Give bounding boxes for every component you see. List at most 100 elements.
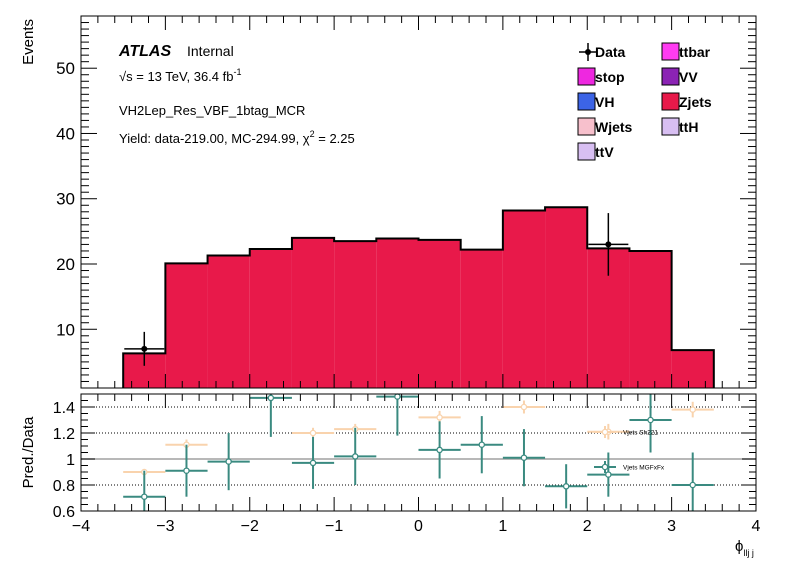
region-label: VH2Lep_Res_VBF_1btag_MCR: [119, 103, 305, 118]
stack-bar: [502, 210, 546, 388]
atlas-label: ATLAS: [118, 43, 171, 60]
ratio-point: [351, 453, 359, 460]
stack-bar: [629, 250, 672, 388]
main-y-axis-label: Events: [20, 19, 37, 65]
data-points: [124, 213, 629, 366]
x-axis-label: ϕllj j: [735, 538, 754, 558]
energy-label: √s = 13 TeV, 36.4 fb-1: [119, 67, 242, 84]
ratio-point: [141, 493, 148, 500]
stack-bar: [207, 255, 250, 388]
x-tick-label: −4: [72, 518, 90, 535]
ratio-reference-lines: [81, 406, 756, 486]
ratio-legend: Vjets Sh221 Vjets MGFxFx: [594, 426, 665, 473]
stack-bar: [249, 248, 292, 388]
stack-bar: [545, 207, 588, 388]
legend-label: ttV: [595, 144, 614, 160]
x-tick-label: 3: [667, 518, 676, 535]
yield-tail: = 2.25: [315, 131, 355, 146]
legend-swatch: [577, 92, 596, 111]
y-tick-label: 10: [56, 320, 75, 339]
legend-label: stop: [595, 69, 625, 85]
ratio-y-tick-label: 1.4: [53, 400, 75, 417]
stack-outline: [122, 206, 715, 388]
ratio-legend-label: Vjets MGFxFx: [623, 465, 665, 472]
chi2-superscript: 2: [310, 129, 315, 139]
ratio-point: [436, 414, 443, 421]
x-tick-label: −3: [156, 518, 174, 535]
ratio-point: [394, 393, 401, 400]
ratio-point: [562, 483, 570, 490]
legend-swatch: [661, 42, 680, 61]
stack-bar: [376, 238, 419, 388]
y-tick-label: 40: [56, 124, 75, 143]
ratio-point: [689, 406, 696, 413]
ratio-y-tick-label: 0.6: [53, 504, 75, 521]
legend-swatch: [577, 142, 596, 161]
ratio-point: [647, 416, 654, 424]
data-point: [605, 241, 612, 248]
data-point: [141, 345, 148, 352]
legend-label: Wjets: [595, 119, 633, 135]
ratio-legend-label: Vjets Sh221: [623, 430, 658, 437]
legend: Data ttbar stop VV VH Zjets Wjets ttH ttV: [577, 42, 712, 161]
stack-bar: [165, 263, 208, 388]
legend-swatch: [661, 92, 680, 111]
ratio-point: [520, 454, 528, 461]
legend-data-marker: [585, 49, 591, 55]
ratio-point: [309, 459, 317, 467]
legend-label: ttH: [679, 119, 698, 135]
energy-text: √s = 13 TeV, 36.4 fb: [119, 69, 233, 84]
stack-bar: [334, 241, 377, 388]
main-x-ticks: [80, 16, 757, 388]
ratio-point: [478, 441, 486, 448]
ratio-y-axis-label: Pred./Data: [20, 416, 37, 488]
x-axis-label-text: ϕ: [735, 538, 743, 555]
stack-bar: [291, 237, 335, 388]
stack-bar: [460, 249, 503, 388]
y-tick-label: 50: [56, 59, 75, 78]
ratio-point: [225, 458, 232, 465]
ratio-points: [123, 393, 714, 511]
ratio-y-tick-label: 1: [66, 452, 75, 469]
y-tick-label: 20: [56, 255, 75, 274]
legend-swatch: [661, 67, 680, 86]
ratio-y-axis: 0.6 0.8 1 1.2 1.4: [53, 393, 756, 521]
legend-label: ttbar: [679, 44, 711, 60]
yield-text: Yield: data-219.00, MC-294.99, χ: [119, 131, 310, 146]
ratio-panel-frame: [80, 393, 757, 512]
ratio-x-axis: −4 −3 −2 −1 0 1 2 3 4: [72, 394, 761, 535]
ratio-point: [520, 403, 528, 411]
internal-label: Internal: [187, 43, 234, 59]
x-tick-label: 2: [583, 518, 592, 535]
legend-label: VH: [595, 94, 614, 110]
ratio-y-tick-label: 0.8: [53, 478, 75, 495]
main-y-axis: 10 20 30 40 50: [56, 22, 756, 382]
ratio-legend-marker: [601, 463, 609, 471]
energy-superscript: -1: [233, 67, 241, 77]
y-tick-label: 30: [56, 190, 75, 209]
yield-label: Yield: data-219.00, MC-294.99, χ2 = 2.25: [119, 129, 355, 146]
x-tick-label: −2: [241, 518, 259, 535]
ratio-point: [183, 467, 190, 474]
ratio-point: [689, 481, 696, 489]
x-tick-label: −1: [325, 518, 343, 535]
ratio-point: [267, 394, 275, 402]
legend-swatch: [577, 67, 596, 86]
legend-label: Data: [595, 44, 626, 60]
ratio-legend-marker: [601, 428, 609, 436]
ratio-y-tick-label: 1.2: [53, 426, 75, 443]
legend-swatch: [661, 117, 680, 136]
x-tick-label: 1: [498, 518, 507, 535]
ratio-point: [309, 429, 317, 437]
x-tick-label: 0: [414, 518, 423, 535]
legend-label: VV: [679, 69, 698, 85]
ratio-point: [436, 446, 443, 454]
legend-label: Zjets: [679, 94, 712, 110]
ratio-point: [605, 471, 612, 478]
x-tick-label: 4: [752, 518, 761, 535]
stack-bar: [418, 239, 461, 388]
x-axis-label-subscript: llj j: [743, 548, 754, 558]
stack-histogram: [122, 206, 715, 388]
